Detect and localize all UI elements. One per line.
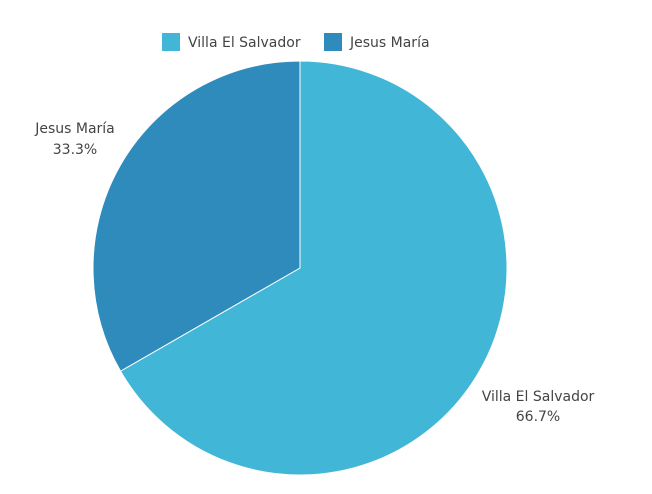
slice-labels: Jesus María 33.3% Villa El Salvador 66.7… bbox=[34, 121, 594, 425]
pie-slice-jesus-maria[interactable] bbox=[92, 60, 301, 372]
legend-label-jesus-maria[interactable]: Jesus María bbox=[349, 35, 430, 51]
legend-label-villa-el-salvador[interactable]: Villa El Salvador bbox=[188, 35, 301, 51]
slice-label-percent-jesus-maria: 33.3% bbox=[53, 142, 97, 158]
legend-swatch-villa-el-salvador[interactable] bbox=[162, 33, 180, 51]
legend: Villa El Salvador Jesus María bbox=[162, 33, 430, 51]
slice-label-name-villa-el-salvador: Villa El Salvador bbox=[482, 389, 595, 405]
pie-slices bbox=[92, 60, 508, 476]
pie-slice-villa-el-salvador[interactable] bbox=[119, 60, 508, 476]
legend-swatch-jesus-maria[interactable] bbox=[324, 33, 342, 51]
slice-label-name-jesus-maria: Jesus María bbox=[34, 121, 115, 137]
slice-label-percent-villa-el-salvador: 66.7% bbox=[516, 409, 560, 425]
